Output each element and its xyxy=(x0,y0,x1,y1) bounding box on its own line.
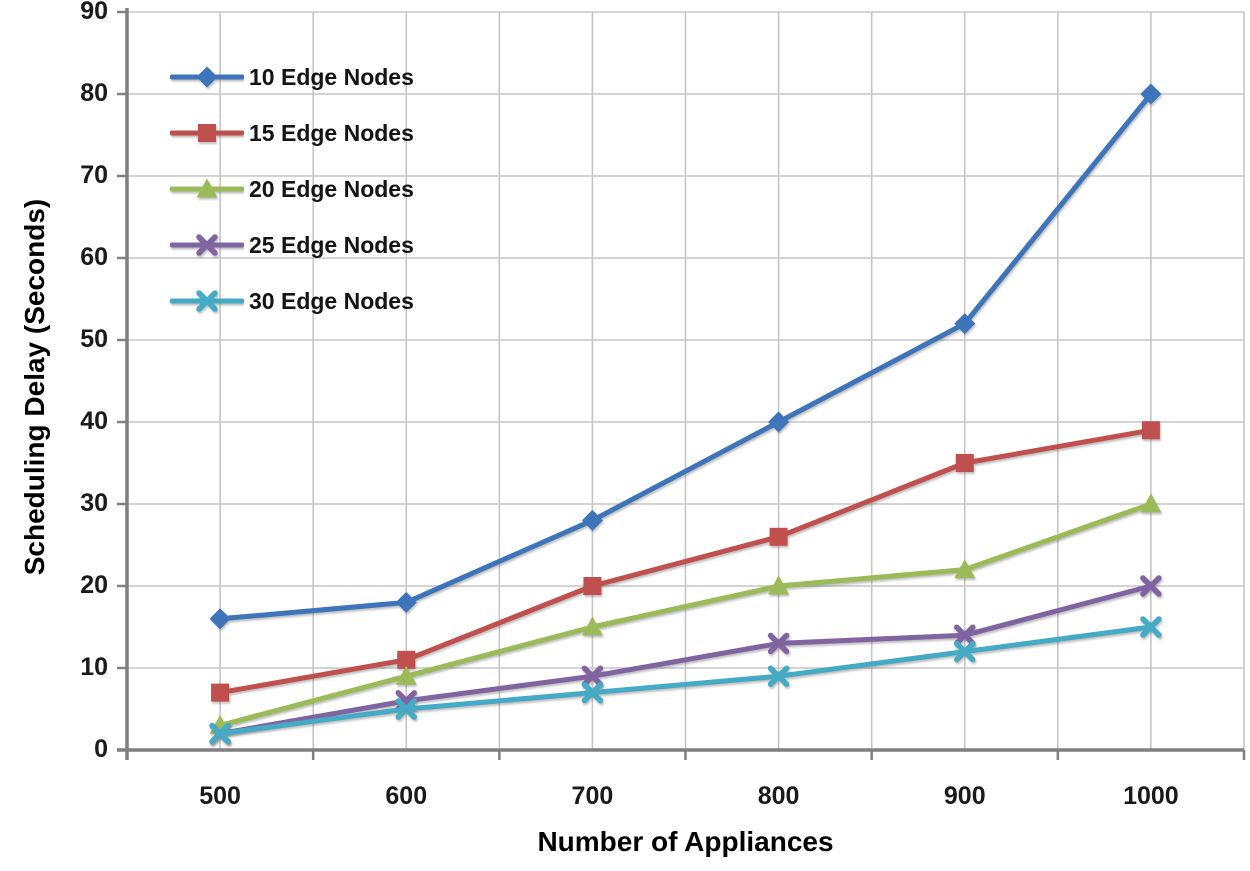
x-tick-label: 700 xyxy=(571,782,614,810)
y-tick-label: 90 xyxy=(80,0,108,25)
legend-item: 15 Edge Nodes xyxy=(170,105,414,161)
y-tick-label: 60 xyxy=(80,243,108,271)
legend-label: 25 Edge Nodes xyxy=(249,231,414,258)
y-tick-label: 80 xyxy=(80,79,108,107)
line-x-marker-icon xyxy=(170,290,244,312)
y-tick-label: 70 xyxy=(80,161,108,189)
line-x-marker-icon xyxy=(170,234,244,256)
line-square-marker-icon xyxy=(170,124,244,142)
line-diamond-marker-icon xyxy=(170,66,244,88)
legend-item: 25 Edge Nodes xyxy=(170,217,414,273)
series-30-edge-nodes xyxy=(209,616,1162,745)
legend-label: 20 Edge Nodes xyxy=(249,175,414,202)
line-triangle-marker-icon xyxy=(170,178,244,198)
x-tick-label: 800 xyxy=(757,782,800,810)
x-tick-label: 500 xyxy=(199,782,241,810)
legend-item: 10 Edge Nodes xyxy=(170,49,414,105)
y-tick-label: 20 xyxy=(80,571,108,599)
y-tick-label: 10 xyxy=(80,653,108,681)
x-tick-label: 600 xyxy=(385,782,428,810)
x-axis-title: Number of Appliances xyxy=(537,826,834,857)
y-tick-label: 50 xyxy=(80,325,108,353)
x-tick-label: 900 xyxy=(943,782,986,810)
y-tick-label: 40 xyxy=(80,407,108,435)
legend-label: 10 Edge Nodes xyxy=(249,63,414,90)
y-tick-label: 0 xyxy=(94,735,108,763)
legend-item: 30 Edge Nodes xyxy=(170,273,414,329)
legend: 10 Edge Nodes 15 Edge Nodes 20 Edge Node… xyxy=(170,49,414,329)
series-10-edge-nodes xyxy=(209,83,1162,630)
legend-item: 20 Edge Nodes xyxy=(170,161,414,217)
legend-label: 15 Edge Nodes xyxy=(249,119,414,146)
y-tick-label: 30 xyxy=(80,489,108,517)
series-15-edge-nodes xyxy=(211,421,1160,702)
x-tick-label: 1000 xyxy=(1123,782,1179,810)
y-axis-title: Scheduling Delay (Seconds) xyxy=(19,198,50,576)
legend-label: 30 Edge Nodes xyxy=(249,287,414,314)
